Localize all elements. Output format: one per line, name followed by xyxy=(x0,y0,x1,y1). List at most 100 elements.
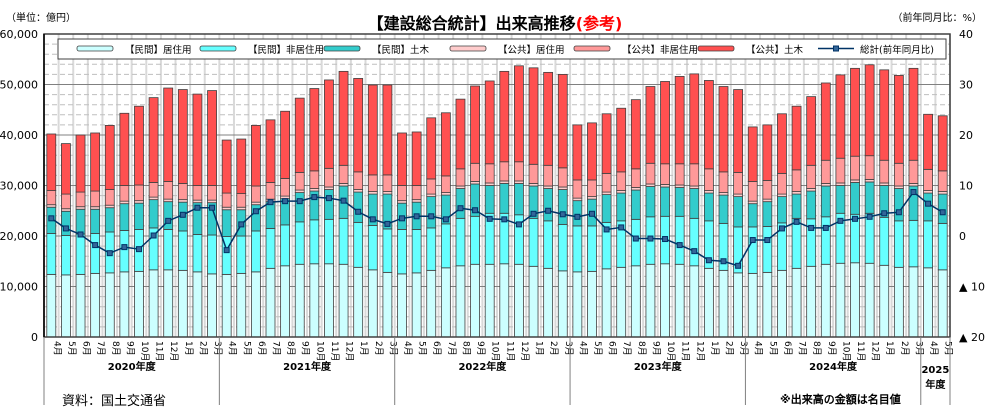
bar-segment-6 xyxy=(324,79,334,169)
yoy-point xyxy=(720,258,727,265)
bar-segment-5 xyxy=(207,185,217,201)
bar-segment-1 xyxy=(46,273,57,338)
bar-segment-1 xyxy=(397,273,407,338)
bar-segment-5 xyxy=(645,162,656,185)
bar-segment-1 xyxy=(163,269,174,338)
bar-segment-2 xyxy=(528,217,539,267)
yoy-point xyxy=(282,198,289,205)
x-tick-label: 7月 xyxy=(797,341,808,356)
bar-segment-5 xyxy=(864,155,875,180)
bar-segment-6 xyxy=(908,67,919,161)
bar-segment-6 xyxy=(879,69,890,161)
x-tick-label: 12月 xyxy=(694,341,705,361)
bar-segment-2 xyxy=(791,217,802,269)
bar-segment-6 xyxy=(104,125,115,190)
bar-segment-1 xyxy=(718,269,729,338)
bar-segment-5 xyxy=(879,159,890,184)
bar-segment-5 xyxy=(46,190,57,206)
bar-segment-6 xyxy=(499,70,510,163)
fiscal-year-label-line: 年度 xyxy=(925,378,946,391)
bar-segment-2 xyxy=(338,217,349,265)
bar-segment-6 xyxy=(440,112,451,177)
x-tick-label: 9月 xyxy=(650,341,661,356)
bar-segment-6 xyxy=(806,96,817,166)
yoy-point xyxy=(632,235,639,242)
x-tick-label: 9月 xyxy=(300,341,311,356)
yoy-point xyxy=(778,225,785,232)
bar-segment-2 xyxy=(689,217,700,267)
bar-segment-2 xyxy=(908,219,919,268)
bar-segment-2 xyxy=(163,229,174,271)
yoy-point xyxy=(735,262,742,269)
bar-segment-2 xyxy=(879,216,890,266)
bar-segment-3 xyxy=(104,207,115,233)
x-tick-label: 5月 xyxy=(241,341,252,356)
bar-segment-5 xyxy=(367,174,378,192)
bar-segment-1 xyxy=(777,269,787,338)
legend-label: 【民間】土木 xyxy=(372,44,430,56)
x-tick-label: 4月 xyxy=(51,341,62,356)
bar-segment-3 xyxy=(923,192,933,222)
yoy-point xyxy=(267,199,274,206)
fiscal-year-label-line: 2022年度 xyxy=(458,360,507,373)
bar-segment-2 xyxy=(455,217,466,267)
fiscal-year-label: 2024年度 xyxy=(809,360,858,373)
bar-segment-2 xyxy=(119,230,130,273)
bar-segment-6 xyxy=(163,87,174,182)
fiscal-year-label-line: 2024年度 xyxy=(809,360,858,373)
legend-swatch xyxy=(573,45,611,52)
bar-segment-1 xyxy=(791,267,802,338)
yoy-point xyxy=(106,250,113,257)
x-tick-label: 2月 xyxy=(197,341,208,356)
bar-segment-3 xyxy=(119,203,130,231)
bar-segment-2 xyxy=(324,218,334,265)
bar-segment-1 xyxy=(923,267,933,338)
bar-segment-5 xyxy=(265,182,276,200)
yoy-point xyxy=(179,211,186,218)
bar-segment-5 xyxy=(484,163,495,184)
yoy-point xyxy=(501,216,508,223)
x-tick-label: 6月 xyxy=(256,341,267,356)
bar-segment-6 xyxy=(353,78,364,173)
bar-segment-6 xyxy=(280,110,291,179)
bar-segment-5 xyxy=(309,170,320,189)
left-axis-unit: （単位：億円） xyxy=(6,13,76,24)
bar-segment-5 xyxy=(703,168,714,191)
bar-segment-6 xyxy=(937,115,948,172)
bar-segment-3 xyxy=(864,181,875,214)
bar-segment-3 xyxy=(543,188,554,222)
bar-segment-6 xyxy=(382,84,393,176)
fiscal-year-label-line: 2025 xyxy=(921,365,949,376)
yoy-point xyxy=(62,225,69,232)
x-tick-label: 2月 xyxy=(373,341,384,356)
bar-segment-6 xyxy=(265,119,276,183)
bar-segment-3 xyxy=(893,188,904,222)
x-tick-label: 4月 xyxy=(402,341,413,356)
yoy-point xyxy=(866,213,873,220)
x-tick-label: 5月 xyxy=(943,341,954,356)
bar-segment-1 xyxy=(440,267,451,338)
x-tick-label: 1月 xyxy=(183,341,194,356)
bar-segment-5 xyxy=(177,183,188,201)
yoy-point xyxy=(121,244,128,251)
bar-segment-1 xyxy=(557,270,568,338)
legend-label: 総計(前年同月比) xyxy=(860,44,934,56)
x-tick-label: 12月 xyxy=(519,341,530,361)
y-tick-label: 10,000 xyxy=(0,281,38,294)
bar-segment-5 xyxy=(470,162,480,182)
bar-segment-6 xyxy=(630,99,641,170)
bar-segment-2 xyxy=(893,220,904,268)
yoy-point xyxy=(647,235,654,242)
bar-segment-2 xyxy=(250,230,261,273)
bar-segment-6 xyxy=(718,86,729,173)
bar-segment-6 xyxy=(762,124,773,181)
bar-segment-5 xyxy=(893,162,904,187)
bar-segment-6 xyxy=(820,82,831,161)
bar-segment-1 xyxy=(411,272,422,338)
bar-segment-6 xyxy=(61,143,71,195)
bar-segment-1 xyxy=(601,268,612,338)
bar-segment-6 xyxy=(221,139,232,194)
yoy-point xyxy=(457,205,464,212)
bar-segment-1 xyxy=(207,273,217,338)
